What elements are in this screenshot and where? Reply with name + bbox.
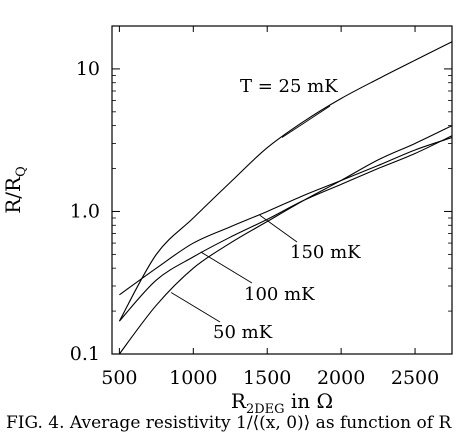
annotation-leader-100-mk: [200, 251, 253, 284]
x-tick-label: 1500: [243, 367, 291, 389]
figure-caption: FIG. 4. Average resistivity 1/⟨(x, 0)⟩ a…: [6, 413, 452, 433]
x-tick-label: 1000: [169, 367, 217, 389]
annotation-100-mk: 100 mK: [244, 284, 315, 305]
series-line-150-mk: [119, 137, 453, 296]
series-line-50-mk: [118, 125, 453, 355]
series-line-100-mk: [118, 135, 453, 322]
annotation-leader-50-mk: [170, 292, 221, 323]
series-line-t-25-mk: [118, 41, 453, 322]
y-tick-label: 10: [76, 58, 100, 80]
y-tick-label: 0.1: [70, 343, 100, 365]
x-axis-title: R2DEG in Ω: [231, 389, 333, 417]
annotation-leader-t-25-mk: [281, 105, 331, 138]
x-tick-label: 2500: [391, 367, 439, 389]
x-tick-label: 2000: [317, 367, 365, 389]
annotation-leader-150-mk: [259, 214, 298, 243]
annotation-50-mk: 50 mK: [213, 322, 273, 343]
y-tick-label: 1.0: [70, 200, 100, 222]
x-tick-label: 500: [101, 367, 137, 389]
annotation-t-25-mk: T = 25 mK: [240, 76, 338, 97]
plot-frame: [111, 25, 453, 355]
annotation-150-mk: 150 mK: [290, 242, 361, 263]
y-axis-title: R/RQ: [1, 166, 29, 214]
